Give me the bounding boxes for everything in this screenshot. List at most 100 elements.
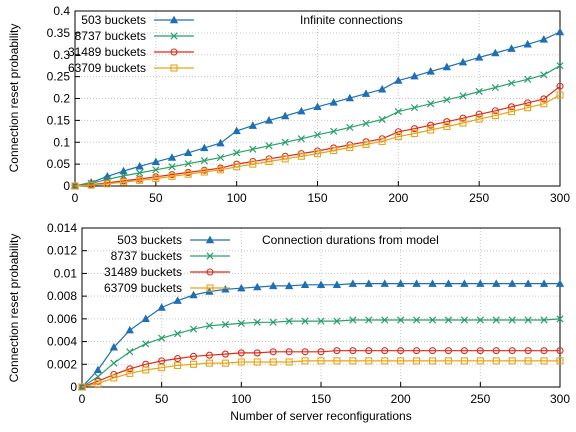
data-point: [380, 279, 389, 287]
legend-marker: [206, 252, 214, 260]
x-tick-label: 100: [231, 392, 251, 406]
legend-label: 503 buckets: [117, 233, 182, 247]
legend-label: 31489 buckets: [104, 265, 182, 279]
series-8737-buckets: [71, 62, 564, 190]
data-point: [540, 347, 548, 355]
data-point: [428, 316, 437, 324]
legend-label: 63709 buckets: [104, 281, 182, 295]
data-point: [524, 104, 532, 112]
data-point: [301, 348, 309, 356]
data-point: [221, 320, 230, 329]
data-point: [410, 129, 419, 138]
data-point: [556, 347, 564, 355]
data-point: [428, 279, 437, 287]
data-point: [183, 148, 193, 156]
x-tick-label: 0: [72, 191, 79, 205]
data-point: [94, 380, 102, 388]
data-point: [301, 317, 309, 325]
data-point: [345, 93, 355, 102]
data-point: [280, 111, 290, 120]
data-point: [349, 357, 357, 365]
data-point: [459, 92, 467, 100]
data-point: [556, 82, 564, 90]
data-point: [459, 114, 467, 122]
data-point: [508, 316, 516, 324]
data-point: [189, 360, 198, 368]
data-point: [476, 357, 484, 365]
data-point: [507, 103, 516, 111]
x-tick-label: 200: [388, 191, 408, 205]
data-point: [152, 166, 160, 174]
data-point: [491, 112, 499, 120]
data-point: [103, 180, 111, 188]
y-tick-label: 0.002: [47, 357, 77, 371]
data-point: [110, 359, 118, 367]
y-tick-label: 0.012: [47, 244, 77, 258]
data-point: [365, 347, 373, 355]
data-point: [301, 357, 309, 365]
data-point: [381, 357, 389, 365]
y-tick-label: 0.004: [47, 335, 77, 349]
data-point: [427, 121, 435, 129]
data-point: [249, 160, 257, 168]
data-point: [168, 172, 176, 180]
data-point: [540, 95, 548, 103]
data-point: [410, 104, 419, 112]
data-point: [381, 347, 389, 355]
data-point: [110, 374, 118, 382]
data-point: [87, 181, 95, 189]
data-point: [141, 314, 150, 323]
data-point: [253, 318, 261, 326]
data-point: [313, 150, 322, 158]
y-tick-label: 0.15: [47, 113, 71, 127]
x-axis-label: Number of server reconfigurations: [230, 409, 411, 423]
series-63709-buckets: [78, 357, 564, 391]
data-point: [475, 115, 483, 123]
data-point: [556, 62, 564, 70]
y-tick-label: 0: [63, 179, 70, 193]
data-point: [442, 62, 452, 71]
data-point: [189, 325, 198, 333]
data-point: [158, 357, 166, 365]
y-tick-label: 0.1: [53, 135, 70, 149]
legend-marker: [170, 48, 178, 56]
data-point: [237, 283, 246, 292]
data-point: [333, 317, 341, 325]
data-point: [78, 383, 86, 391]
data-point: [460, 316, 469, 324]
data-point: [540, 357, 548, 365]
data-point: [184, 170, 192, 178]
data-point: [184, 160, 192, 168]
legend-marker: [170, 32, 178, 40]
legend-label: 31489 buckets: [68, 45, 146, 59]
data-point: [540, 100, 548, 108]
y-tick-label: 0.01: [54, 266, 78, 280]
data-point: [216, 153, 225, 162]
data-point: [394, 133, 402, 141]
data-point: [285, 348, 293, 356]
data-point: [173, 329, 182, 338]
data-point: [524, 75, 532, 83]
data-point: [540, 316, 548, 324]
data-point: [189, 352, 198, 360]
y-tick-label: 0.4: [53, 4, 70, 18]
y-tick-label: 0.014: [47, 221, 77, 235]
data-point: [119, 178, 128, 186]
data-point: [524, 357, 532, 365]
series-8737-buckets: [78, 315, 564, 391]
series-line: [74, 94, 561, 187]
data-point: [126, 369, 134, 377]
legend-marker: [170, 64, 178, 72]
data-point: [200, 168, 208, 176]
data-point: [317, 317, 325, 325]
data-point: [474, 53, 484, 61]
data-point: [444, 279, 453, 287]
data-point: [378, 115, 386, 124]
data-point: [221, 285, 230, 293]
data-point: [397, 316, 405, 324]
data-point: [492, 357, 500, 365]
series-503-buckets: [77, 279, 565, 391]
data-point: [205, 359, 214, 367]
data-point: [269, 318, 277, 326]
